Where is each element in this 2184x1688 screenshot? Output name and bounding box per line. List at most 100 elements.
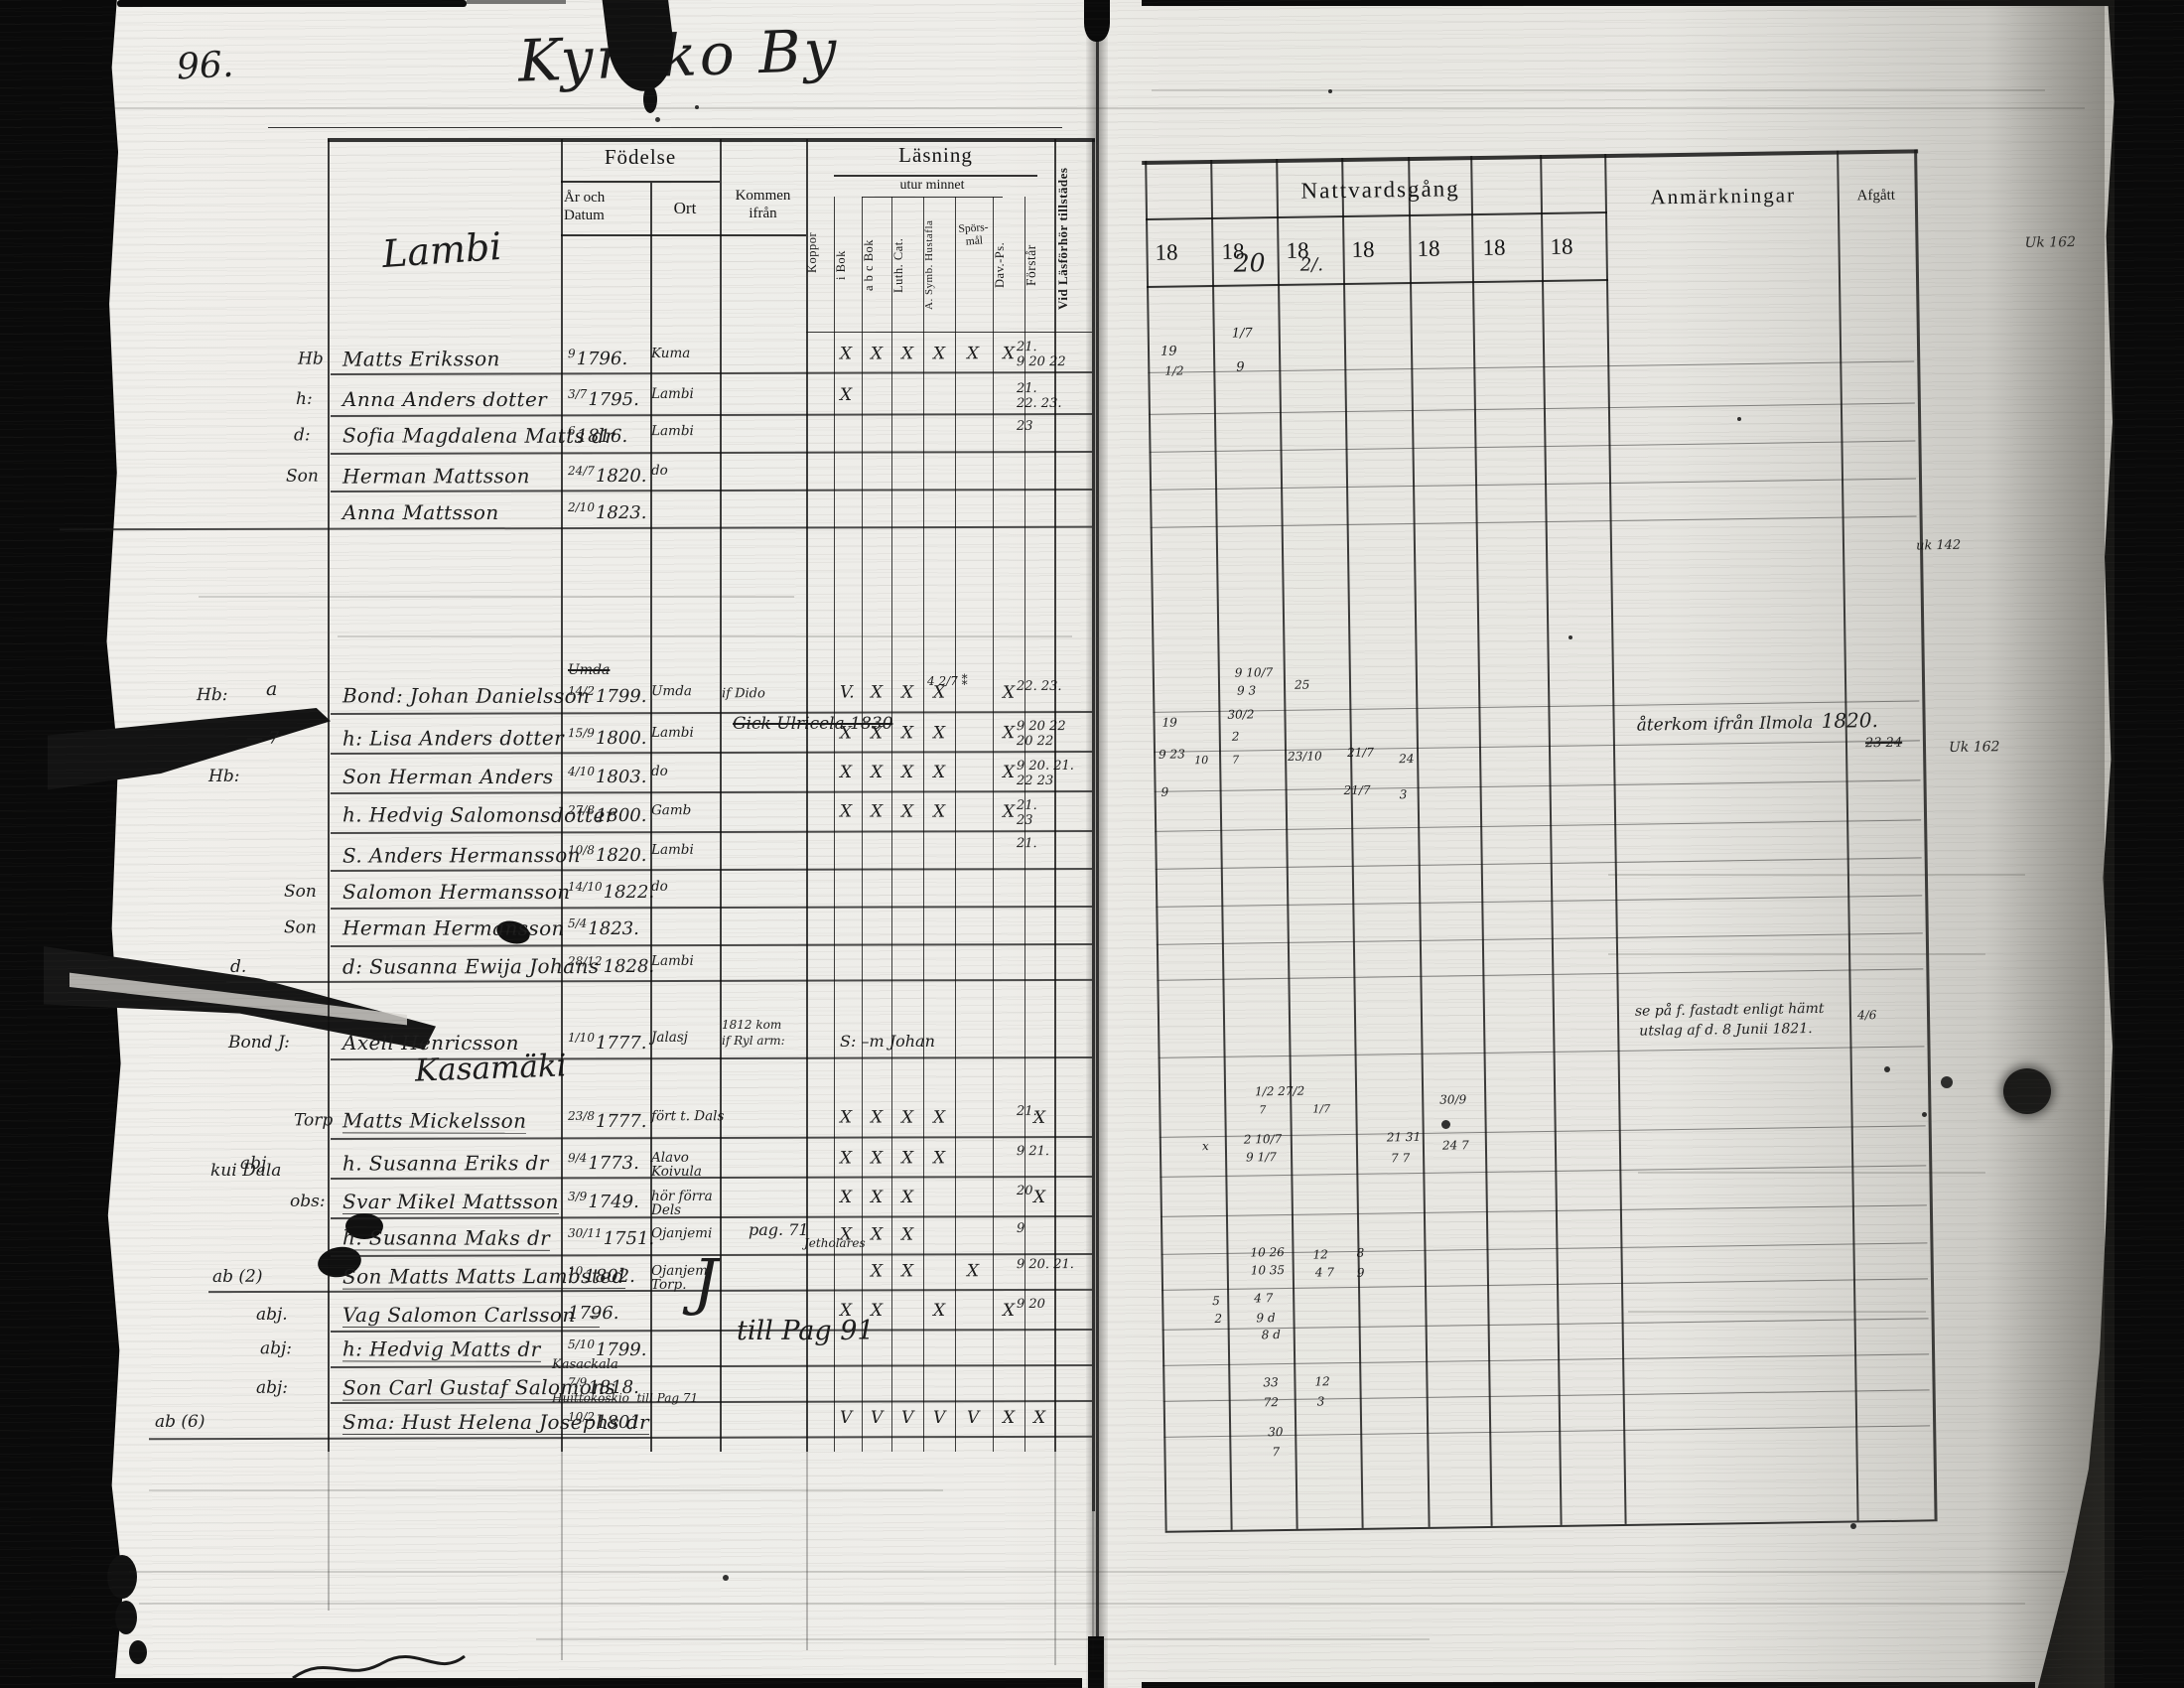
birth-place: Lambi: [650, 841, 694, 858]
scan-streak: [149, 1489, 943, 1491]
row-margin-note: d:: [293, 425, 311, 446]
grid-line: [806, 332, 1092, 334]
dust-speck: [1922, 1112, 1927, 1117]
scan-streak: [1608, 874, 2025, 876]
admission-years: 21.: [1017, 1103, 1037, 1119]
ink-blob: [107, 1555, 137, 1599]
dust-speck: [1884, 1066, 1890, 1072]
handwritten-note: 9 10/7: [1234, 665, 1274, 680]
header-utur-minnet: utur minnet: [899, 178, 965, 193]
grid-line: [561, 181, 720, 183]
dust-speck: [695, 105, 699, 109]
person-name: Axell Henricsson: [342, 1031, 519, 1055]
row-margin-note: abj:: [255, 1377, 289, 1398]
birth-date: 23/81777.: [568, 1108, 647, 1133]
birth-date: 5/41823.: [568, 915, 639, 940]
reading-mark: V: [901, 1408, 914, 1428]
dust-speck: [1737, 417, 1741, 421]
header-ar-och-datum: År och Datum: [564, 190, 606, 223]
reading-mark: X: [900, 1261, 914, 1282]
grid-line: [891, 197, 893, 1452]
birth-place: hör förra Dels: [651, 1189, 713, 1218]
header-dav-ps: Dav.-Ps.: [993, 241, 1007, 289]
header-afgatt: Afgått: [1856, 187, 1896, 205]
reading-mark: V: [967, 1408, 980, 1428]
birth-date: 24/71820.: [567, 464, 647, 488]
person-name: Herman Hermansson: [341, 915, 565, 940]
handwritten-note: 4/6: [1856, 1007, 1877, 1022]
header-abc-bok: a b c Bok: [862, 238, 876, 292]
row-margin-note: Bond J:: [228, 1033, 290, 1053]
reading-mark: X: [839, 1107, 853, 1128]
birth-date: 3/91749.: [568, 1190, 639, 1212]
ink-blob: [115, 1601, 137, 1634]
person-name: Anna Mattsson: [342, 500, 499, 524]
grid-line: [1164, 1519, 1935, 1533]
reading-mark: V: [871, 1408, 884, 1428]
grid-line: [1142, 149, 1919, 165]
birth-place: do: [650, 462, 668, 479]
scan-streak: [338, 635, 1072, 637]
admission-years: 22. 23.: [1017, 678, 1062, 694]
header-i-bok: i Bok: [834, 250, 848, 280]
reading-mark: X: [900, 723, 914, 744]
grid-line: [328, 1452, 330, 1611]
reading-mark: X: [900, 1148, 914, 1169]
binding-mark-top: [1084, 0, 1110, 42]
reading-mark: X: [870, 1148, 884, 1169]
scan-streak: [536, 1638, 1430, 1640]
birth-date: 3/71795.: [568, 387, 639, 410]
birth-date: 28/121828.: [567, 954, 655, 978]
ink-blob: [643, 85, 657, 113]
grid-line: [268, 127, 1062, 129]
record-row: Hb: Son Herman Anders 4/101803. do X X X X X 9 20…: [0, 759, 2184, 794]
birth-place: Jalasj: [651, 1030, 688, 1046]
header-forstar: Förstår: [1024, 244, 1038, 286]
handwritten-note: 24: [1399, 751, 1415, 766]
scan-streak: [199, 596, 794, 598]
record-row: ab (6) Sma: Hust Helena Josephs dr 10/2180…: [0, 1408, 2184, 1440]
grid-line: [862, 197, 864, 1452]
admission-years: 23: [1017, 419, 1100, 434]
handwritten-note: uk 142: [1915, 538, 1962, 554]
year-column-label: 18: [1550, 233, 1573, 259]
handwritten-note: 30/9: [1439, 1092, 1467, 1107]
reading-mark: X: [1003, 1301, 1016, 1321]
person-name: Matts Mickelsson: [341, 1108, 527, 1134]
birth-place: Umda: [651, 683, 692, 700]
person-name: Matts Eriksson: [341, 347, 500, 371]
dust-speck: [1569, 635, 1572, 639]
grid-line: [834, 175, 1037, 177]
record-row: obs: Svar Mikel Mattsson 3/91749. hör förra…: [0, 1184, 2184, 1219]
person-name: Sma: Hust Helena Josephs dr: [342, 1410, 649, 1435]
handwritten-note: 1/7: [1231, 326, 1253, 342]
grid-line: [650, 183, 652, 1452]
bottom-squiggle: [292, 1654, 466, 1680]
came-from: if Dido: [721, 686, 765, 702]
reading-mark: X: [1002, 801, 1016, 822]
reading-mark: V: [840, 1408, 853, 1428]
birth-date: 10/21801: [568, 1410, 641, 1433]
dust-speck: [1328, 89, 1332, 93]
row-margin-note: Hb:: [196, 685, 228, 706]
handwritten-note: a: [266, 678, 278, 700]
grid-line: [561, 234, 806, 236]
reading-mark: X: [840, 763, 853, 782]
reading-mark: X: [900, 801, 914, 822]
handwritten-note: 20: [1233, 248, 1266, 278]
scan-edge-bottom: [1142, 1682, 2035, 1688]
reading-mark: X: [900, 1224, 914, 1245]
reading-mark: X: [870, 682, 884, 703]
handwritten-note: Huittokoskio till Pag 71: [552, 1391, 699, 1405]
grid-line: [862, 197, 1003, 199]
grid-line: [1054, 139, 1056, 1452]
ink-blob: [129, 1640, 147, 1664]
scan-edge-left: [0, 0, 124, 1688]
birth-place: Lambi: [650, 724, 694, 741]
person-name: h. Susanna Maks dr: [341, 1225, 551, 1251]
reading-mark: X: [870, 344, 884, 364]
year-column-label: 18: [1417, 235, 1440, 261]
handwritten-note: 2/.: [1299, 254, 1324, 276]
reading-mark: X: [839, 801, 853, 822]
